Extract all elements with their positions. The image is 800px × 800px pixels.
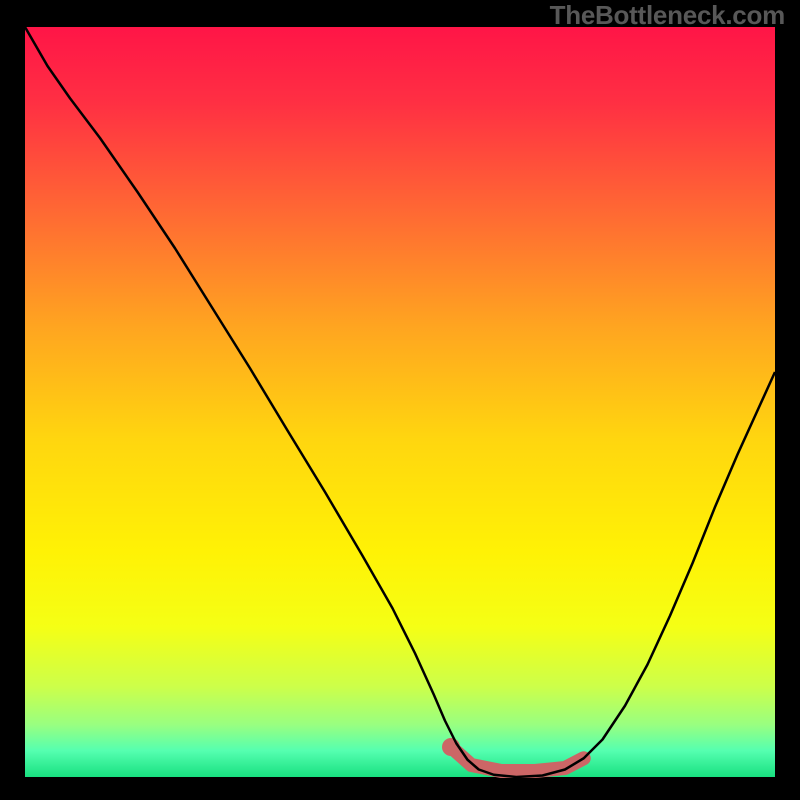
gradient-background xyxy=(25,27,775,777)
chart-stage: TheBottleneck.com xyxy=(0,0,800,800)
chart-svg xyxy=(0,0,800,800)
